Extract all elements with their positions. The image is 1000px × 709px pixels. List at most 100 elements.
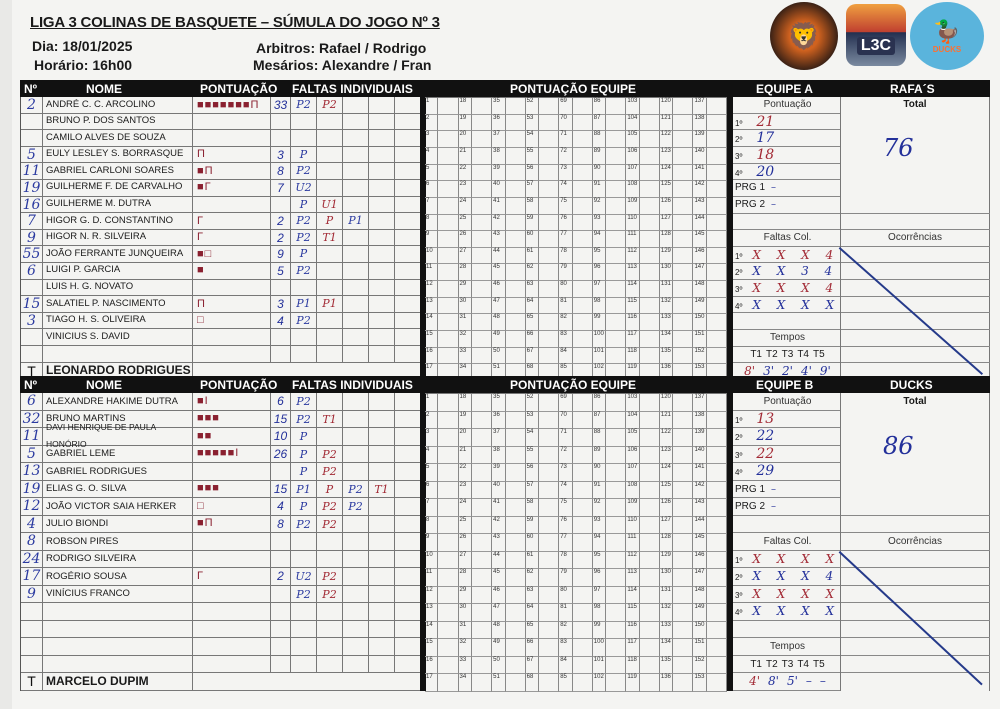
score-mark-cell[interactable] [606, 499, 627, 517]
score-mark-cell[interactable] [539, 181, 560, 198]
score-mark-cell[interactable] [471, 534, 493, 552]
score-mark-cell[interactable] [706, 656, 727, 675]
score-mark-cell[interactable] [639, 214, 660, 232]
score-mark-cell[interactable] [438, 586, 459, 605]
score-mark-cell[interactable] [505, 297, 526, 315]
score-mark-cell[interactable] [639, 314, 660, 332]
score-mark-cell[interactable] [706, 429, 727, 447]
score-mark-cell[interactable] [606, 114, 627, 132]
score-mark-cell[interactable] [505, 586, 526, 605]
score-mark-cell[interactable] [606, 297, 627, 315]
score-mark-cell[interactable] [438, 114, 459, 132]
score-mark-cell[interactable] [505, 464, 526, 482]
score-mark-cell[interactable] [438, 197, 459, 215]
score-mark-cell[interactable] [572, 131, 593, 148]
score-mark-cell[interactable] [639, 429, 660, 447]
score-mark-cell[interactable] [438, 394, 459, 412]
score-mark-cell[interactable] [673, 411, 694, 430]
score-mark-cell[interactable] [606, 394, 627, 412]
score-mark-cell[interactable] [539, 197, 560, 215]
score-mark-cell[interactable] [606, 674, 627, 692]
score-mark-cell[interactable] [606, 481, 627, 500]
score-mark-cell[interactable] [471, 429, 493, 447]
score-mark-cell[interactable] [438, 656, 459, 675]
score-mark-cell[interactable] [539, 621, 560, 640]
score-mark-cell[interactable] [572, 586, 593, 605]
score-mark-cell[interactable] [505, 394, 526, 412]
score-mark-cell[interactable] [438, 621, 459, 640]
score-mark-cell[interactable] [706, 516, 727, 535]
score-mark-cell[interactable] [673, 147, 694, 165]
score-mark-cell[interactable] [572, 516, 593, 535]
score-mark-cell[interactable] [673, 551, 694, 570]
score-mark-cell[interactable] [572, 264, 593, 282]
score-mark-cell[interactable] [639, 131, 660, 148]
score-mark-cell[interactable] [539, 481, 560, 500]
score-mark-cell[interactable] [471, 656, 493, 675]
score-mark-cell[interactable] [639, 281, 660, 298]
score-mark-cell[interactable] [639, 147, 660, 165]
score-mark-cell[interactable] [572, 411, 593, 430]
score-mark-cell[interactable] [639, 347, 660, 365]
score-mark-cell[interactable] [673, 481, 694, 500]
score-mark-cell[interactable] [606, 281, 627, 298]
score-mark-cell[interactable] [639, 551, 660, 570]
score-mark-cell[interactable] [606, 347, 627, 365]
score-mark-cell[interactable] [606, 621, 627, 640]
score-mark-cell[interactable] [706, 131, 727, 148]
score-mark-cell[interactable] [572, 446, 593, 465]
score-mark-cell[interactable] [606, 639, 627, 657]
score-mark-cell[interactable] [572, 231, 593, 248]
score-mark-cell[interactable] [471, 181, 493, 198]
score-mark-cell[interactable] [606, 464, 627, 482]
score-mark-cell[interactable] [505, 621, 526, 640]
score-mark-cell[interactable] [673, 231, 694, 248]
score-mark-cell[interactable] [706, 331, 727, 348]
score-mark-cell[interactable] [539, 214, 560, 232]
score-mark-cell[interactable] [606, 147, 627, 165]
score-mark-cell[interactable] [673, 297, 694, 315]
score-mark-cell[interactable] [471, 281, 493, 298]
score-mark-cell[interactable] [539, 411, 560, 430]
score-mark-cell[interactable] [572, 534, 593, 552]
score-mark-cell[interactable] [639, 516, 660, 535]
score-mark-cell[interactable] [505, 131, 526, 148]
score-mark-cell[interactable] [673, 394, 694, 412]
score-mark-cell[interactable] [539, 464, 560, 482]
score-mark-cell[interactable] [606, 446, 627, 465]
score-mark-cell[interactable] [471, 197, 493, 215]
score-mark-cell[interactable] [673, 181, 694, 198]
score-mark-cell[interactable] [706, 394, 727, 412]
score-mark-cell[interactable] [471, 164, 493, 182]
score-mark-cell[interactable] [471, 347, 493, 365]
score-mark-cell[interactable] [471, 411, 493, 430]
score-mark-cell[interactable] [673, 114, 694, 132]
score-mark-cell[interactable] [706, 569, 727, 587]
score-mark-cell[interactable] [572, 394, 593, 412]
score-mark-cell[interactable] [539, 231, 560, 248]
score-mark-cell[interactable] [639, 264, 660, 282]
score-mark-cell[interactable] [471, 674, 493, 692]
score-mark-cell[interactable] [539, 674, 560, 692]
score-mark-cell[interactable] [505, 147, 526, 165]
score-mark-cell[interactable] [673, 516, 694, 535]
score-mark-cell[interactable] [673, 131, 694, 148]
score-mark-cell[interactable] [673, 499, 694, 517]
score-mark-cell[interactable] [673, 347, 694, 365]
score-mark-cell[interactable] [539, 516, 560, 535]
score-mark-cell[interactable] [539, 264, 560, 282]
score-mark-cell[interactable] [505, 214, 526, 232]
score-mark-cell[interactable] [673, 604, 694, 622]
score-mark-cell[interactable] [606, 231, 627, 248]
score-mark-cell[interactable] [438, 534, 459, 552]
score-mark-cell[interactable] [706, 231, 727, 248]
score-mark-cell[interactable] [438, 181, 459, 198]
score-mark-cell[interactable] [639, 499, 660, 517]
score-mark-cell[interactable] [438, 446, 459, 465]
score-mark-cell[interactable] [706, 604, 727, 622]
score-mark-cell[interactable] [572, 604, 593, 622]
score-mark-cell[interactable] [471, 586, 493, 605]
score-mark-cell[interactable] [673, 621, 694, 640]
score-mark-cell[interactable] [539, 98, 560, 115]
score-mark-cell[interactable] [706, 281, 727, 298]
